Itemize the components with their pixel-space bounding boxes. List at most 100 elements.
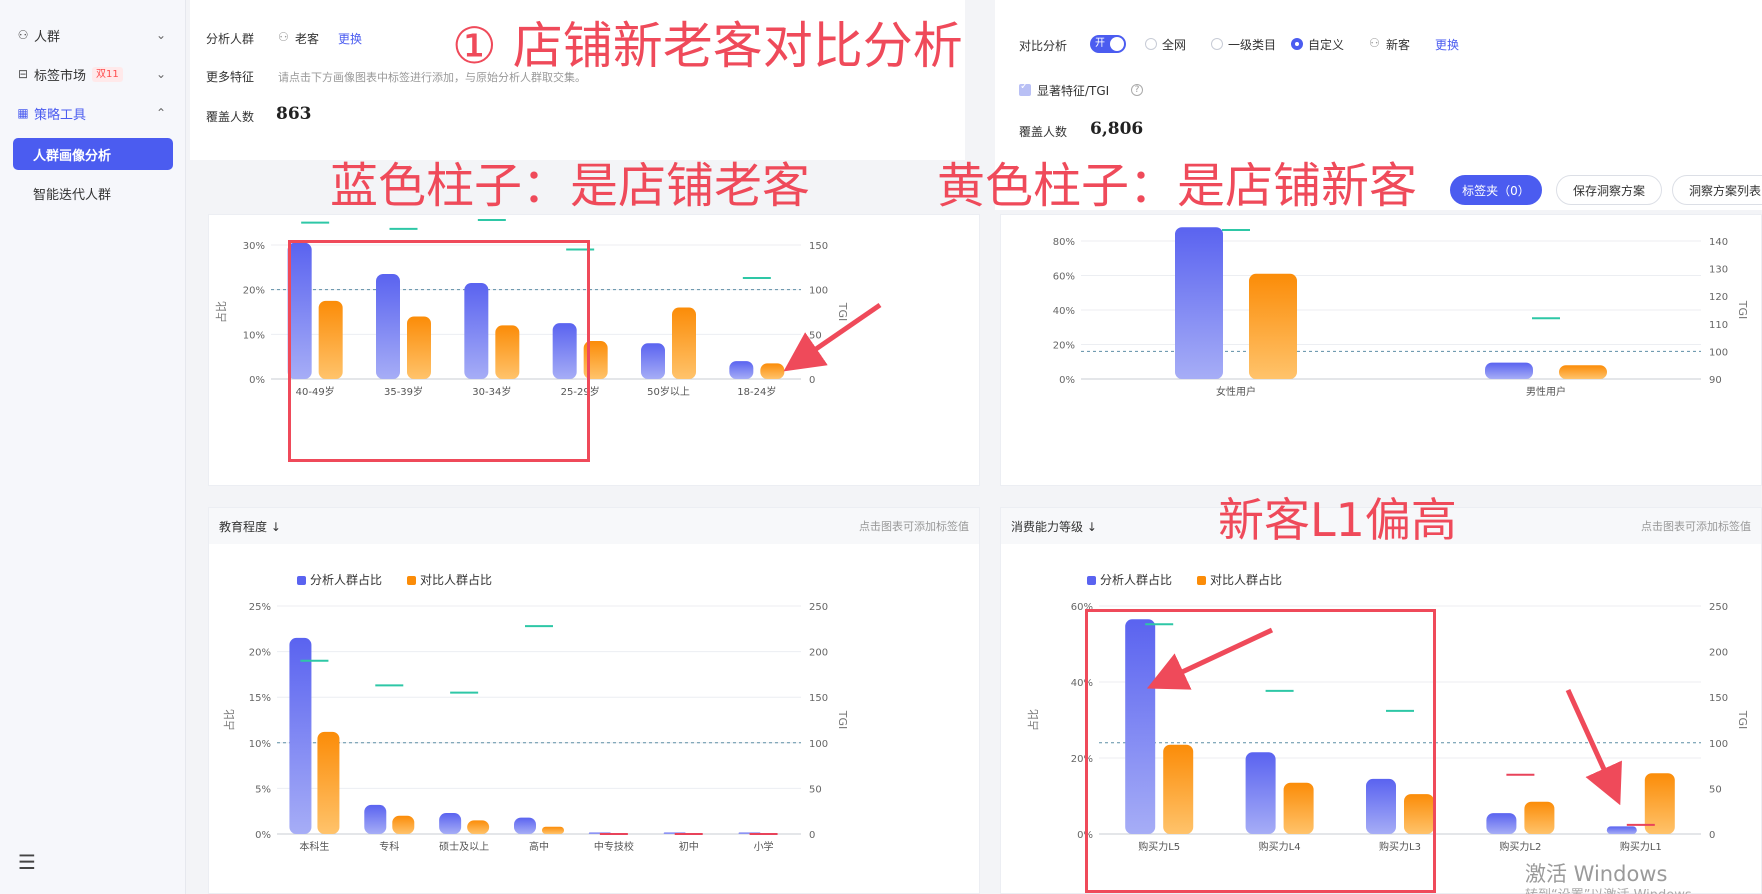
- sidebar-item-label: 策略工具: [34, 107, 87, 123]
- gender-chart-card[interactable]: 0% 20% 40% 60% 80% 90 100 110 120 130 140 TGI 女性用户 男性…: [1000, 214, 1762, 486]
- promo-badge: 双11: [92, 66, 123, 82]
- x-tick-label: 40-49岁: [296, 385, 335, 398]
- legend-swatch-analysis: [297, 576, 306, 585]
- radio-custom[interactable]: [1291, 38, 1303, 50]
- y-tick-label: 80%: [1053, 237, 1075, 248]
- x-tick-label: 18-24岁: [737, 385, 776, 398]
- more-features-label: 更多特征: [206, 70, 255, 84]
- analysis-crowd-label: 分析人群: [206, 32, 255, 46]
- sidebar-item-label: 人群: [34, 29, 61, 45]
- tgi-checkbox[interactable]: [1019, 81, 1031, 96]
- annotation-yellow-note: 黄色柱子：是店铺新客: [937, 158, 1418, 214]
- help-icon[interactable]: ?: [1131, 84, 1143, 96]
- gender-chart[interactable]: 0% 20% 40% 60% 80% 90 100 110 120 130 140 TGI 女性用户 男性…: [1001, 215, 1762, 487]
- annotation-highlight-consumption: [1085, 609, 1436, 893]
- y-axis-label: 占比: [1026, 709, 1040, 731]
- compare-coverage-label: 覆盖人数: [1019, 125, 1068, 139]
- radio-label-custom: 自定义: [1308, 38, 1345, 52]
- tag-folder-button[interactable]: 标签夹（0）: [1450, 175, 1542, 205]
- x-tick-label: 初中: [679, 840, 699, 853]
- bar-analysis: [514, 817, 536, 834]
- bar-compare: [407, 316, 431, 379]
- education-card-hint: 点击图表可添加标签值: [859, 520, 969, 533]
- y-axis-label: 占比: [222, 709, 236, 731]
- card-header: 消费能力等级 ↓ 点击图表可添加标签值: [1001, 508, 1761, 544]
- y2-tick-label: 150: [809, 241, 828, 252]
- bar-compare: [542, 826, 564, 834]
- y-tick-label: 20%: [1053, 341, 1075, 352]
- y2-tick-label: 90: [1709, 375, 1722, 386]
- bar-compare: [1163, 744, 1194, 834]
- x-tick-label: 女性用户: [1216, 385, 1256, 398]
- y2-tick-label: 0: [809, 830, 815, 841]
- change-analysis-link[interactable]: 更换: [338, 32, 363, 46]
- sidebar-item-crowd-portrait[interactable]: 人群画像分析: [13, 138, 173, 170]
- annotation-blue-note: 蓝色柱子：是店铺老客: [330, 158, 811, 214]
- annotation-title: ① 店铺新老客对比分析: [452, 17, 963, 75]
- consumption-chart-card[interactable]: 消费能力等级 ↓ 点击图表可添加标签值 0% 20% 40% 60% 0 50 100 150…: [1000, 507, 1762, 894]
- compare-toggle[interactable]: 开: [1090, 35, 1126, 53]
- analysis-filter-panel: 分析人群 ⚇ 老客 更换 更多特征 请点击下方画像图表中标签进行添加，与原始分析…: [190, 0, 965, 160]
- sidebar-item-crowd[interactable]: ⚇ 人群 ⌄: [16, 20, 166, 50]
- y-tick-label: 40%: [1053, 306, 1075, 317]
- y-tick-label: 20%: [249, 648, 271, 659]
- y2-tick-label: 250: [809, 602, 828, 613]
- radio-first-category[interactable]: [1211, 38, 1223, 50]
- bar-compare: [1249, 273, 1297, 379]
- save-insight-button[interactable]: 保存洞察方案: [1556, 175, 1662, 205]
- insight-list-button[interactable]: 洞察方案列表: [1672, 175, 1762, 205]
- user-icon: ⚇: [278, 30, 289, 44]
- x-tick-label: 专科: [379, 840, 399, 853]
- x-tick-label: 本科生: [299, 840, 329, 853]
- bar-compare: [1559, 365, 1607, 379]
- bar-compare: [1644, 773, 1675, 834]
- user-icon: ⚇: [1369, 36, 1380, 50]
- bar-analysis: [364, 804, 387, 834]
- change-compare-link[interactable]: 更换: [1435, 38, 1460, 52]
- sidebar-item-strategy-tools[interactable]: ▦ 策略工具 ⌃: [16, 98, 166, 128]
- x-tick-label: 购买力L5: [1138, 840, 1180, 853]
- bar-compare: [318, 300, 343, 379]
- education-chart-card[interactable]: 教育程度 ↓ 点击图表可添加标签值 0% 5% 10% 15% 20% 25% 0 50 100…: [208, 507, 980, 894]
- y2-tick-label: 0: [809, 375, 815, 386]
- y2-axis-label: TGI: [836, 710, 849, 730]
- y-tick-label: 20%: [1071, 754, 1093, 765]
- bar-compare: [1283, 782, 1314, 834]
- bar-analysis: [729, 361, 754, 379]
- education-chart[interactable]: 0% 5% 10% 15% 20% 25% 0 50 100 150 200 250 占比 TGI 分析人群…: [209, 508, 981, 894]
- y-tick-label: 20%: [243, 286, 265, 297]
- person-icon: ⚇: [17, 28, 29, 42]
- y-tick-label: 0%: [255, 830, 271, 841]
- radio-whole-network[interactable]: [1145, 38, 1157, 50]
- x-tick-label: 高中: [529, 840, 549, 853]
- compare-crowd-value: 新客: [1386, 38, 1411, 52]
- y2-tick-label: 150: [809, 693, 828, 704]
- x-tick-label: 30-34岁: [472, 385, 511, 398]
- x-tick-label: 35-39岁: [384, 385, 423, 398]
- bar-analysis: [1245, 752, 1276, 834]
- y2-tick-label: 150: [1709, 693, 1728, 704]
- bar-analysis: [439, 813, 462, 834]
- y2-tick-label: 50: [1709, 784, 1722, 795]
- x-tick-label: 购买力L1: [1620, 840, 1662, 853]
- x-tick-label: 购买力L4: [1259, 840, 1301, 853]
- bar-analysis: [1606, 826, 1637, 834]
- sidebar-item-smart-iteration[interactable]: 智能迭代人群: [33, 187, 112, 203]
- radio-label-first-category: 一级类目: [1228, 38, 1277, 52]
- x-tick-label: 50岁以上: [647, 385, 690, 398]
- x-tick-label: 中专技校: [594, 840, 634, 853]
- y2-tick-label: 100: [1709, 347, 1728, 358]
- legend-label-compare: 对比人群占比: [1210, 572, 1282, 587]
- compare-coverage-value: 6,806: [1090, 119, 1144, 139]
- hamburger-menu-icon[interactable]: ☰: [18, 850, 36, 874]
- bar-analysis: [1175, 227, 1223, 379]
- more-features-hint: 请点击下方画像图表中标签进行添加，与原始分析人群取交集。: [278, 71, 586, 84]
- x-tick-label: 男性用户: [1526, 385, 1566, 398]
- y2-tick-label: 100: [809, 739, 828, 750]
- legend-swatch-compare: [1197, 576, 1206, 585]
- age-chart-card[interactable]: 0% 10% 20% 30% 0 50 100 150 占比 TGI 40-49岁 35-39岁 30-…: [208, 214, 980, 486]
- sidebar-item-tag-market[interactable]: ⊟ 标签市场 双11 ⌄: [16, 59, 166, 89]
